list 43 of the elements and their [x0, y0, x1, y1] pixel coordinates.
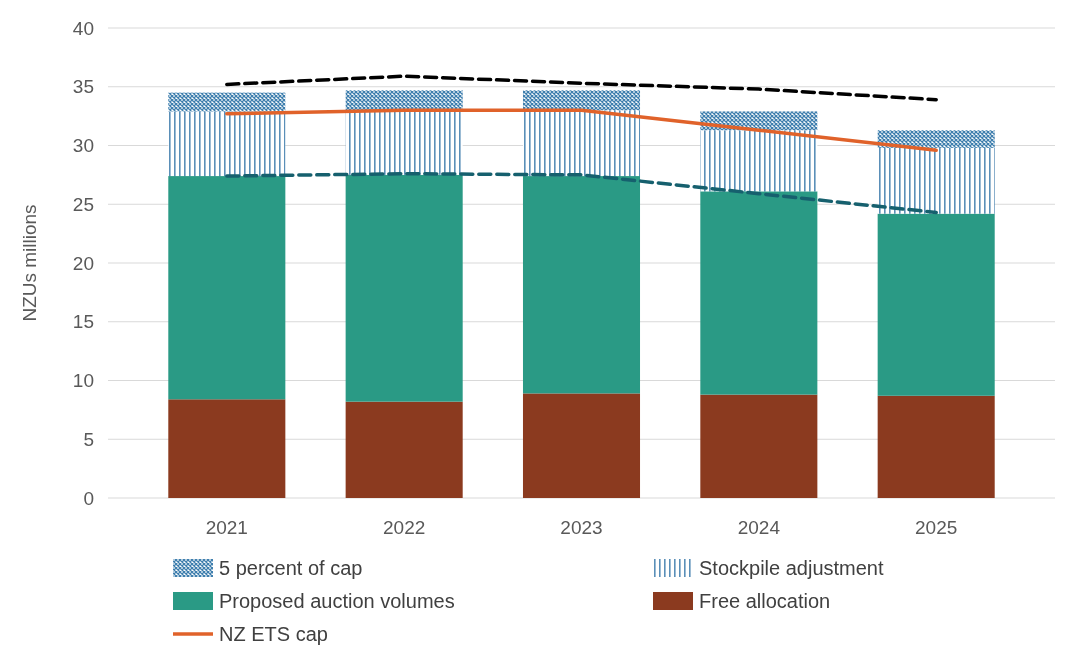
bar: [168, 111, 286, 177]
y-tick-label: 35: [72, 76, 94, 98]
x-tick-label: 2023: [560, 517, 603, 538]
legend-label: Proposed auction volumes: [219, 590, 455, 612]
x-tick-label: 2025: [915, 517, 958, 538]
bar: [877, 395, 995, 498]
bar: [522, 90, 641, 111]
bar: [522, 393, 641, 498]
bar: [877, 130, 995, 148]
bar: [345, 110, 463, 175]
x-tick-label: 2021: [205, 517, 248, 538]
bar: [877, 213, 995, 396]
bar: [345, 90, 463, 111]
x-tick-label: 2024: [737, 517, 781, 538]
bar: [877, 147, 995, 214]
line-series: [225, 74, 938, 102]
bar: [345, 174, 463, 402]
y-tick-label: 30: [72, 135, 94, 157]
bar: [168, 399, 286, 498]
bar: [168, 92, 286, 112]
y-tick-label: 10: [72, 370, 94, 392]
bar: [700, 130, 818, 192]
line-series: [225, 171, 938, 215]
y-tick-label: 15: [72, 311, 94, 333]
y-tick-label: 25: [72, 193, 94, 215]
y-tick-label: 20: [72, 252, 94, 274]
y-tick-label: 40: [72, 17, 94, 39]
bar: [700, 394, 818, 498]
bar: [522, 176, 641, 394]
legend-label: Stockpile adjustment: [699, 557, 884, 579]
legend-label: Free allocation: [699, 590, 831, 612]
y-axis-title: NZUs millions: [19, 204, 40, 322]
x-tick-label: 2022: [383, 517, 426, 538]
y-tick-label: 0: [83, 487, 94, 509]
bar: [700, 191, 818, 395]
y-tick-label: 5: [83, 428, 94, 450]
legend-label: NZ ETS cap: [219, 623, 328, 645]
line-series: [225, 108, 938, 152]
legend-label: 5 percent of cap: [219, 557, 363, 579]
bar: [700, 111, 818, 131]
bar: [345, 401, 463, 498]
bar: [168, 176, 286, 400]
bar: [522, 110, 641, 177]
